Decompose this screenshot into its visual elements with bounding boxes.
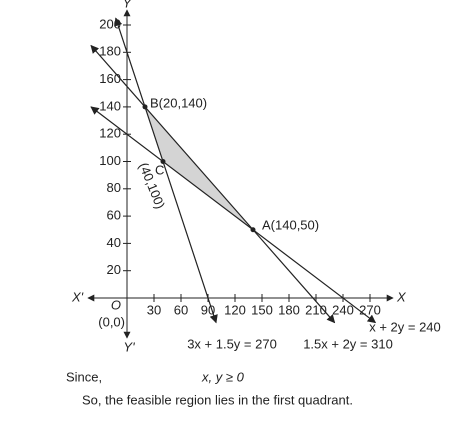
y-tick-label: 60 xyxy=(107,208,121,223)
point-label: B(20,140) xyxy=(150,95,207,110)
y-tick-label: 40 xyxy=(107,235,121,250)
x-tick-label: 150 xyxy=(251,302,273,317)
since-text: Since, xyxy=(66,369,102,384)
x-tick-label: 180 xyxy=(278,302,300,317)
origin-label: O xyxy=(111,297,121,312)
line-label: 1.5x + 2y = 310 xyxy=(303,336,393,351)
corner-point xyxy=(250,227,256,233)
y-tick-label: 140 xyxy=(99,98,121,113)
constraint-line xyxy=(90,106,377,324)
corner-point xyxy=(160,159,166,164)
line-label: 3x + 1.5y = 270 xyxy=(187,336,277,351)
x-tick-label: 60 xyxy=(174,302,188,317)
y-axis-label: Y xyxy=(123,0,133,10)
constraint-line xyxy=(90,44,336,324)
y-tick-label: 160 xyxy=(99,71,121,86)
y-tick-label: 180 xyxy=(99,44,121,59)
x-tick-label: 240 xyxy=(332,302,354,317)
x-tick-label: 120 xyxy=(224,302,246,317)
x-axis-neg-label: X' xyxy=(71,289,84,304)
y-tick-label: 20 xyxy=(107,262,121,277)
origin-coords: (0,0) xyxy=(98,314,125,329)
x-axis-label: X xyxy=(396,289,407,304)
y-tick-label: 100 xyxy=(99,153,121,168)
y-tick-label: 80 xyxy=(107,180,121,195)
conclusion-text: So, the feasible region lies in the firs… xyxy=(82,392,353,407)
point-label: A(140,50) xyxy=(262,217,319,232)
point-label: C xyxy=(155,162,164,177)
x-tick-label: 30 xyxy=(147,302,161,317)
y-axis-neg-label: Y' xyxy=(123,339,135,354)
line-label: x + 2y = 240 xyxy=(369,319,441,334)
condition-text: x, y ≥ 0 xyxy=(201,369,245,384)
x-tick-label: 270 xyxy=(359,302,381,317)
corner-point xyxy=(142,104,148,110)
